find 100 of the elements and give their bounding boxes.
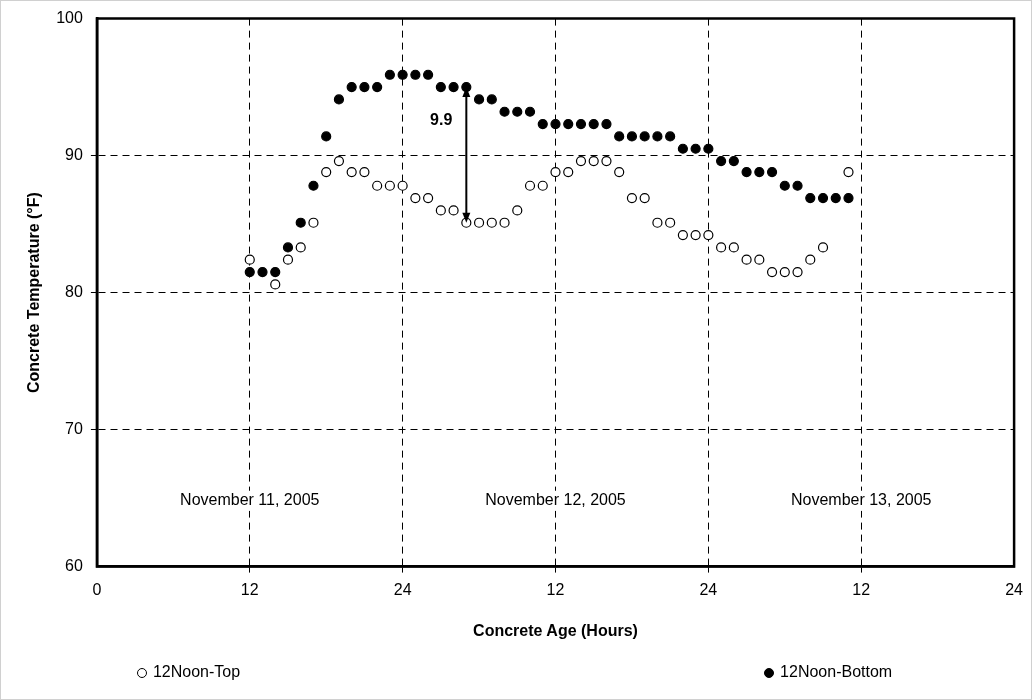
point xyxy=(244,254,255,265)
point xyxy=(524,106,536,117)
point xyxy=(435,205,446,216)
point xyxy=(690,229,701,241)
point xyxy=(677,143,688,154)
point xyxy=(448,205,459,216)
point xyxy=(435,82,446,93)
point xyxy=(321,131,332,142)
point xyxy=(486,217,497,228)
y-tick-label: 90 xyxy=(65,146,83,164)
point xyxy=(588,155,599,167)
point xyxy=(550,166,561,178)
point xyxy=(792,266,803,278)
point xyxy=(346,82,357,93)
point xyxy=(384,69,395,80)
point xyxy=(333,155,345,167)
point xyxy=(270,279,281,290)
point xyxy=(308,180,319,191)
point xyxy=(372,82,383,93)
point xyxy=(588,118,599,130)
y-axis-title: Concrete Temperature (°F) xyxy=(25,192,43,394)
point xyxy=(499,106,510,117)
point xyxy=(601,118,612,130)
point xyxy=(550,118,561,130)
x-tick-label: 24 xyxy=(699,580,718,598)
point xyxy=(754,254,765,265)
point xyxy=(703,229,714,241)
x-tick-label: 12 xyxy=(546,580,565,598)
point xyxy=(384,180,395,191)
x-tick-label: 0 xyxy=(92,580,102,598)
point xyxy=(333,94,345,105)
point xyxy=(257,266,268,278)
point xyxy=(665,217,676,228)
point xyxy=(817,192,829,204)
point xyxy=(563,118,574,130)
point xyxy=(690,143,701,154)
point xyxy=(512,106,523,117)
y-tick-label: 60 xyxy=(65,557,83,575)
point xyxy=(244,266,255,278)
point xyxy=(728,242,739,253)
point xyxy=(677,229,688,241)
x-tick-label: 24 xyxy=(1005,580,1024,598)
point xyxy=(321,166,332,178)
point xyxy=(843,166,854,178)
point xyxy=(410,192,421,204)
point xyxy=(282,254,294,265)
point xyxy=(639,192,650,204)
point xyxy=(473,217,485,228)
point xyxy=(626,131,638,142)
y-tick-label: 100 xyxy=(56,9,83,27)
point xyxy=(766,266,778,278)
point xyxy=(473,94,485,105)
point xyxy=(665,131,676,142)
point xyxy=(830,192,841,204)
point xyxy=(754,166,765,178)
point xyxy=(486,94,497,105)
point xyxy=(295,217,306,228)
point xyxy=(817,242,829,253)
point xyxy=(359,82,370,93)
point xyxy=(639,131,650,142)
x-tick-label: 24 xyxy=(393,580,412,598)
point xyxy=(703,143,714,154)
annotation: November 11, 2005 xyxy=(180,491,320,509)
point xyxy=(397,180,408,191)
point xyxy=(308,217,319,228)
point xyxy=(410,69,421,80)
point xyxy=(524,180,536,191)
point xyxy=(537,180,548,191)
point xyxy=(741,254,752,265)
point xyxy=(626,192,638,204)
point xyxy=(614,131,625,142)
point xyxy=(499,217,510,228)
point xyxy=(270,266,281,278)
x-tick-label: 12 xyxy=(240,580,259,598)
legend-label: 12Noon-Bottom xyxy=(780,663,893,680)
point xyxy=(805,254,816,265)
point xyxy=(716,242,727,253)
point xyxy=(537,118,548,130)
point xyxy=(423,192,434,204)
point xyxy=(346,166,357,178)
point xyxy=(575,155,587,167)
point xyxy=(397,69,408,80)
point xyxy=(575,118,587,130)
point xyxy=(652,131,663,142)
point xyxy=(766,166,778,178)
x-tick-label: 12 xyxy=(852,580,871,598)
point xyxy=(448,82,459,93)
y-tick-label: 70 xyxy=(65,420,83,438)
legend-label: 12Noon-Top xyxy=(152,663,241,680)
annotation: November 13, 2005 xyxy=(790,491,932,509)
point xyxy=(295,242,306,253)
point xyxy=(563,166,574,178)
point xyxy=(372,180,383,191)
point xyxy=(282,242,294,253)
point xyxy=(805,192,816,204)
point xyxy=(779,266,790,278)
point xyxy=(779,180,790,191)
point xyxy=(512,205,523,216)
y-tick-label: 80 xyxy=(65,283,83,301)
annotation: November 12, 2005 xyxy=(485,491,626,509)
